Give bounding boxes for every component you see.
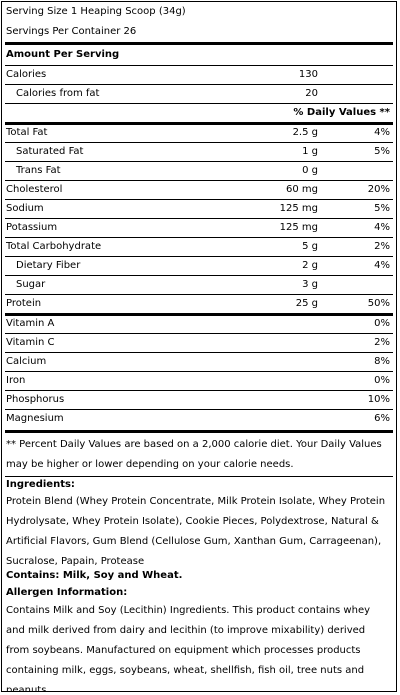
vitamin-label: Iron <box>6 375 26 386</box>
nutrient-daily-value: 5% <box>374 146 390 157</box>
divider-thick <box>5 122 393 125</box>
row-divider <box>5 333 393 334</box>
row-divider <box>5 237 393 238</box>
row-divider <box>5 180 393 181</box>
nutrient-label: Cholesterol <box>6 184 63 195</box>
amount-per-serving: Amount Per Serving <box>6 49 120 60</box>
vitamin-daily-value: 8% <box>374 356 390 367</box>
nutrient-amount: 125 mg <box>279 203 318 214</box>
row-divider <box>5 218 393 219</box>
nutrient-label: Trans Fat <box>16 165 61 176</box>
nutrient-daily-value: 4% <box>374 260 390 271</box>
divider <box>5 103 393 104</box>
nutrient-amount: 0 g <box>302 165 318 176</box>
divider-top <box>5 42 393 45</box>
ingredients-heading: Ingredients: <box>6 479 75 490</box>
contains-statement: Contains: Milk, Soy and Wheat. <box>6 570 183 581</box>
nutrient-daily-value: 2% <box>374 241 390 252</box>
row-divider <box>5 199 393 200</box>
row-divider <box>5 256 393 257</box>
nutrient-label: Total Fat <box>6 127 48 138</box>
nutrient-amount: 2 g <box>302 260 318 271</box>
nutrient-label: Sodium <box>6 203 44 214</box>
serving-size: Serving Size 1 Heaping Scoop (34g) <box>6 6 186 17</box>
daily-values-footnote: ** Percent Daily Values are based on a 2… <box>6 439 382 470</box>
calories-value: 130 <box>298 69 318 80</box>
calories-from-fat-label: Calories from fat <box>16 88 100 99</box>
vitamin-label: Calcium <box>6 356 47 367</box>
row-divider <box>5 161 393 162</box>
nutrient-amount: 25 g <box>295 298 318 309</box>
nutrient-label: Protein <box>6 298 42 309</box>
row-divider <box>5 390 393 391</box>
row-divider <box>5 371 393 372</box>
vitamin-label: Magnesium <box>6 413 64 424</box>
vitamin-label: Vitamin A <box>6 318 55 329</box>
row-divider <box>5 294 393 295</box>
nutrient-label: Dietary Fiber <box>16 260 81 271</box>
nutrient-daily-value: 4% <box>374 127 390 138</box>
nutrient-daily-value: 4% <box>374 222 390 233</box>
nutrient-label: Potassium <box>6 222 58 233</box>
calories-label: Calories <box>6 69 47 80</box>
nutrient-daily-value: 20% <box>367 184 390 195</box>
nutrient-amount: 5 g <box>302 241 318 252</box>
nutrient-daily-value: 50% <box>367 298 390 309</box>
vitamin-daily-value: 6% <box>374 413 390 424</box>
calories-from-fat-value: 20 <box>305 88 318 99</box>
nutrient-amount: 125 mg <box>279 222 318 233</box>
row-divider <box>5 352 393 353</box>
row-divider <box>5 409 393 410</box>
divider <box>5 65 393 66</box>
divider-thick <box>5 430 393 433</box>
vitamin-daily-value: 0% <box>374 318 390 329</box>
row-divider <box>5 275 393 276</box>
divider <box>5 84 393 85</box>
divider <box>5 476 393 477</box>
servings-per-container: Servings Per Container 26 <box>6 26 137 37</box>
nutrient-amount: 60 mg <box>286 184 318 195</box>
nutrient-amount: 3 g <box>302 279 318 290</box>
vitamin-daily-value: 2% <box>374 337 390 348</box>
allergen-text: Contains Milk and Soy (Lecithin) Ingredi… <box>6 605 371 692</box>
nutrient-label: Total Carbohydrate <box>6 241 102 252</box>
row-divider <box>5 142 393 143</box>
vitamin-label: Phosphorus <box>6 394 65 405</box>
vitamin-label: Vitamin C <box>6 337 55 348</box>
vitamin-daily-value: 0% <box>374 375 390 386</box>
vitamin-daily-value: 10% <box>367 394 390 405</box>
nutrient-label: Sugar <box>16 279 46 290</box>
allergen-heading: Allergen Information: <box>6 587 128 598</box>
divider-thick <box>5 313 393 316</box>
nutrient-amount: 1 g <box>302 146 318 157</box>
nutrient-daily-value: 5% <box>374 203 390 214</box>
ingredients-text: Protein Blend (Whey Protein Concentrate,… <box>6 496 386 567</box>
nutrient-label: Saturated Fat <box>16 146 84 157</box>
nutrient-amount: 2.5 g <box>292 127 318 138</box>
daily-values-header: % Daily Values ** <box>293 107 390 118</box>
